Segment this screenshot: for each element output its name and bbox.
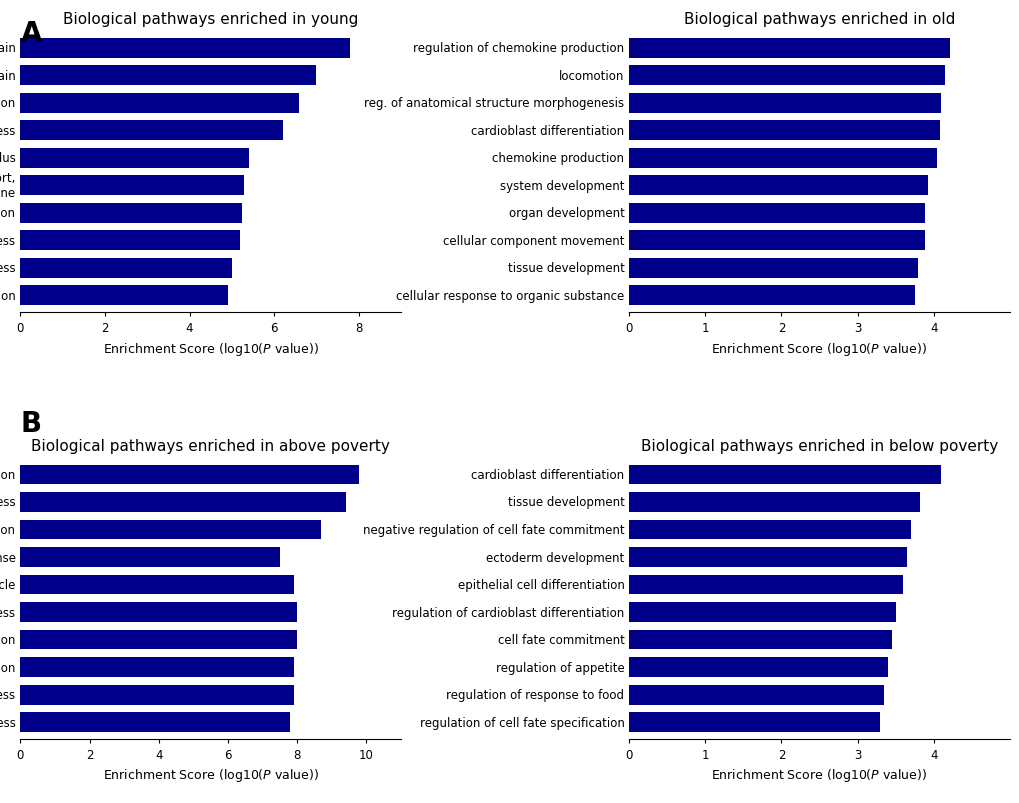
Bar: [20, 492, 345, 512]
X-axis label: Enrichment Score (log10($P$ value)): Enrichment Score (log10($P$ value)): [103, 340, 319, 357]
Bar: [629, 658, 888, 677]
Bar: [20, 602, 297, 622]
Title: Biological pathways enriched in above poverty: Biological pathways enriched in above po…: [32, 438, 389, 453]
Bar: [20, 630, 297, 650]
X-axis label: Enrichment Score (log10($P$ value)): Enrichment Score (log10($P$ value)): [103, 766, 319, 783]
Bar: [20, 259, 231, 279]
Bar: [629, 520, 910, 540]
Bar: [629, 286, 914, 306]
Bar: [629, 492, 919, 512]
Title: Biological pathways enriched in below poverty: Biological pathways enriched in below po…: [640, 438, 998, 453]
Bar: [20, 204, 243, 223]
Bar: [20, 231, 240, 251]
Bar: [629, 149, 936, 169]
Bar: [629, 204, 923, 223]
Bar: [20, 121, 282, 141]
X-axis label: Enrichment Score (log10($P$ value)): Enrichment Score (log10($P$ value)): [710, 340, 926, 357]
Bar: [629, 465, 941, 485]
X-axis label: Enrichment Score (log10($P$ value)): Enrichment Score (log10($P$ value)): [710, 766, 926, 783]
Text: B: B: [20, 410, 42, 438]
Bar: [20, 66, 316, 86]
Bar: [629, 548, 906, 567]
Bar: [629, 176, 927, 196]
Bar: [629, 231, 923, 251]
Bar: [20, 548, 279, 567]
Title: Biological pathways enriched in old: Biological pathways enriched in old: [683, 12, 954, 26]
Bar: [629, 121, 938, 141]
Bar: [20, 658, 293, 677]
Text: A: A: [20, 20, 42, 48]
Bar: [629, 66, 945, 86]
Bar: [629, 630, 891, 650]
Bar: [20, 520, 321, 540]
Bar: [20, 176, 245, 196]
Bar: [20, 465, 359, 485]
Bar: [629, 685, 883, 705]
Bar: [20, 685, 293, 705]
Bar: [629, 712, 879, 732]
Bar: [629, 575, 903, 595]
Bar: [629, 39, 950, 59]
Bar: [20, 575, 293, 595]
Bar: [20, 94, 300, 113]
Bar: [20, 39, 350, 59]
Bar: [629, 259, 917, 279]
Bar: [20, 286, 227, 306]
Title: Biological pathways enriched in young: Biological pathways enriched in young: [63, 12, 358, 26]
Bar: [20, 149, 249, 169]
Bar: [629, 94, 941, 113]
Bar: [20, 712, 290, 732]
Bar: [629, 602, 895, 622]
